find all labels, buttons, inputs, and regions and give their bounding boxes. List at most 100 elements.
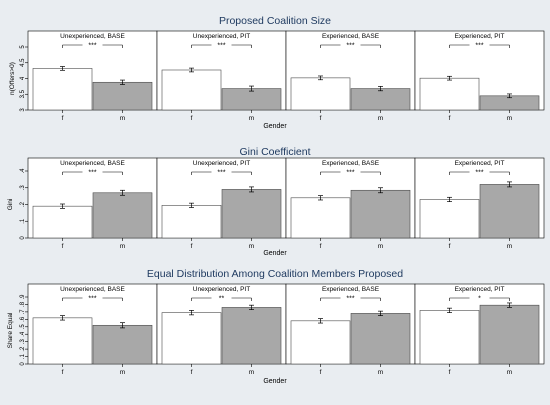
- panel-label: Unexperienced, BASE: [60, 33, 125, 40]
- bar-m: [92, 192, 153, 239]
- x-tick-label: f: [191, 115, 193, 122]
- panel-label: Unexperienced, BASE: [60, 286, 125, 293]
- chart-title: Proposed Coalition Size: [219, 15, 331, 27]
- y-axis-label: Share Equal: [7, 312, 14, 348]
- y-tick-label: .1: [20, 218, 26, 224]
- y-tick-label: .6: [20, 316, 26, 322]
- x-axis-label: Gender: [263, 123, 287, 130]
- y-tick-label: .1: [20, 353, 26, 359]
- y-tick-label: 0: [20, 236, 26, 240]
- bar-m: [92, 324, 153, 365]
- x-tick-label: f: [320, 243, 322, 250]
- chart-title: Gini Coefficient: [239, 146, 310, 158]
- panel-label: Unexperienced, PIT: [193, 160, 250, 167]
- panel-label: Unexperienced, BASE: [60, 160, 125, 167]
- x-tick-label: m: [507, 115, 512, 122]
- panel-label: Experienced, BASE: [322, 33, 380, 40]
- bar-m: [350, 189, 411, 239]
- bar-f: [32, 317, 93, 365]
- bar-m: [221, 307, 282, 365]
- x-tick-label: f: [62, 369, 64, 376]
- panel-label: Experienced, PIT: [455, 286, 505, 293]
- significance-stars: ***: [475, 43, 483, 50]
- bar-m: [92, 81, 153, 111]
- x-tick-label: f: [449, 243, 451, 250]
- x-tick-label: m: [120, 115, 125, 122]
- significance-stars: ***: [346, 296, 354, 303]
- significance-stars: ***: [346, 43, 354, 50]
- bar-f: [290, 320, 351, 365]
- x-tick-label: m: [120, 243, 125, 250]
- bar-f: [290, 77, 351, 111]
- y-tick-label: .7: [20, 309, 26, 315]
- y-tick-label: .2: [20, 346, 26, 352]
- significance-stars: ***: [346, 170, 354, 177]
- panel-label: Experienced, PIT: [455, 33, 505, 40]
- x-tick-label: f: [320, 369, 322, 376]
- x-tick-label: f: [449, 115, 451, 122]
- bar-f: [161, 205, 222, 239]
- bar-m: [479, 304, 540, 365]
- x-axis-label: Gender: [263, 250, 287, 257]
- bar-m: [221, 189, 282, 239]
- x-tick-label: f: [62, 115, 64, 122]
- panel-label: Unexperienced, PIT: [193, 33, 250, 40]
- y-tick-label: 5: [20, 45, 26, 49]
- x-tick-label: f: [62, 243, 64, 250]
- y-tick-label: .5: [20, 324, 26, 330]
- x-tick-label: m: [378, 369, 383, 376]
- x-tick-label: f: [320, 115, 322, 122]
- x-tick-label: m: [249, 243, 254, 250]
- bar-m: [479, 184, 540, 239]
- bar-f: [32, 205, 93, 239]
- x-tick-label: m: [378, 115, 383, 122]
- x-tick-label: f: [191, 243, 193, 250]
- bar-f: [290, 197, 351, 239]
- significance-stars: ***: [88, 170, 96, 177]
- significance-stars: ***: [88, 296, 96, 303]
- panel-label: Unexperienced, PIT: [193, 286, 250, 293]
- x-tick-label: m: [378, 243, 383, 250]
- y-tick-label: 4.5: [20, 58, 26, 67]
- x-tick-label: m: [249, 115, 254, 122]
- y-axis-label: Gini: [7, 199, 14, 211]
- y-tick-label: .9: [20, 294, 26, 300]
- x-tick-label: m: [249, 369, 254, 376]
- y-tick-label: 0: [20, 362, 26, 366]
- x-tick-label: f: [449, 369, 451, 376]
- x-tick-label: m: [120, 369, 125, 376]
- bar-f: [32, 68, 93, 111]
- bar-f: [419, 77, 480, 111]
- y-tick-label: .3: [20, 185, 26, 191]
- bar-f: [419, 310, 480, 365]
- y-tick-label: 3.5: [20, 89, 26, 98]
- significance-stars: **: [219, 296, 225, 303]
- significance-stars: ***: [217, 170, 225, 177]
- y-tick-label: .4: [20, 168, 26, 174]
- y-tick-label: .3: [20, 339, 26, 345]
- x-tick-label: f: [191, 369, 193, 376]
- bar-m: [350, 313, 411, 365]
- significance-stars: ***: [217, 43, 225, 50]
- bar-f: [161, 69, 222, 111]
- panel-label: Experienced, BASE: [322, 286, 380, 293]
- significance-stars: *: [478, 296, 481, 303]
- significance-stars: ***: [88, 43, 96, 50]
- y-tick-label: .2: [20, 201, 26, 207]
- chart-title: Equal Distribution Among Coalition Membe…: [147, 268, 403, 280]
- y-tick-label: .8: [20, 301, 26, 307]
- bar-f: [419, 199, 480, 239]
- y-axis-label: n(Offers>0): [9, 62, 16, 95]
- y-tick-label: 3: [20, 108, 26, 112]
- x-tick-label: m: [507, 369, 512, 376]
- bar-m: [350, 88, 411, 111]
- x-tick-label: m: [507, 243, 512, 250]
- x-axis-label: Gender: [263, 378, 287, 385]
- y-tick-label: 4: [20, 76, 26, 80]
- bar-f: [161, 312, 222, 365]
- y-tick-label: .4: [20, 331, 26, 337]
- significance-stars: ***: [475, 170, 483, 177]
- panel-label: Experienced, PIT: [455, 160, 505, 167]
